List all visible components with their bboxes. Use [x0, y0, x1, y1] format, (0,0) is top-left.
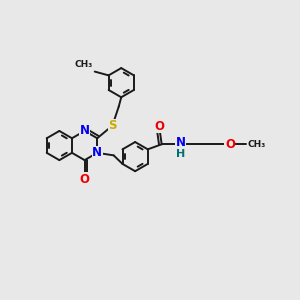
Text: N: N — [92, 146, 102, 159]
Text: O: O — [225, 138, 235, 151]
Text: N: N — [80, 124, 90, 137]
Text: N: N — [176, 136, 186, 149]
Text: S: S — [108, 119, 117, 132]
Text: O: O — [80, 172, 90, 186]
Text: O: O — [154, 120, 164, 133]
Text: H: H — [176, 149, 185, 159]
Text: CH₃: CH₃ — [248, 140, 266, 149]
Text: CH₃: CH₃ — [75, 60, 93, 69]
